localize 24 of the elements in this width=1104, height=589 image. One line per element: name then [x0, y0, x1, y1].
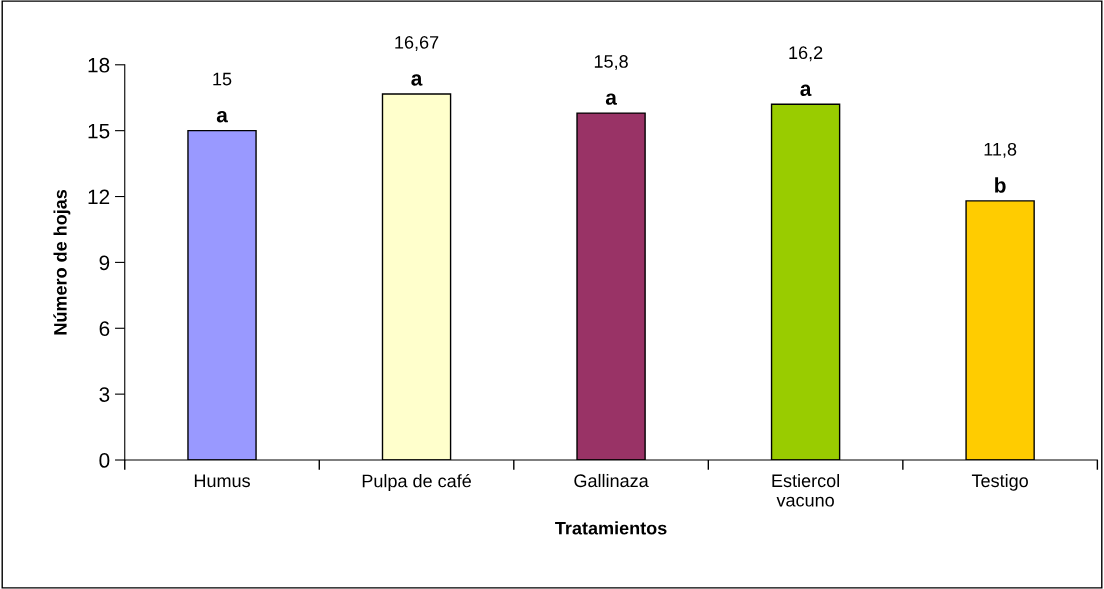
x-tick-label: Pulpa de café: [362, 473, 471, 491]
y-tick-label: 3: [99, 387, 110, 402]
annotation: a: [216, 110, 228, 123]
annotation: b: [995, 177, 1006, 193]
data-label: 15: [213, 72, 232, 86]
annotation: a: [411, 74, 423, 86]
data-label: 16,67: [395, 35, 439, 51]
data-label: 11,8: [984, 142, 1017, 158]
data-label: 16,2: [789, 46, 823, 62]
y-tick-label: 18: [88, 57, 110, 73]
x-tick-label: Estiercol vacuno: [772, 473, 839, 507]
x-tick-label: Testigo: [971, 473, 1028, 491]
y-tick-label: 9: [99, 255, 110, 271]
x-axis-title: Tratamientos: [555, 521, 667, 535]
y-tick-label: 6: [99, 321, 110, 337]
y-axis-title: Número de hojas: [53, 189, 71, 335]
data-label: 15,8: [594, 55, 628, 70]
annotation: a: [605, 93, 617, 105]
x-tick-label: Gallinaza: [574, 473, 649, 488]
x-tick-label: Humus: [194, 474, 250, 488]
y-tick-label: 0: [99, 453, 110, 468]
y-tick-label: 12: [88, 189, 110, 205]
annotation: a: [800, 84, 812, 97]
y-tick-label: 15: [88, 123, 110, 139]
